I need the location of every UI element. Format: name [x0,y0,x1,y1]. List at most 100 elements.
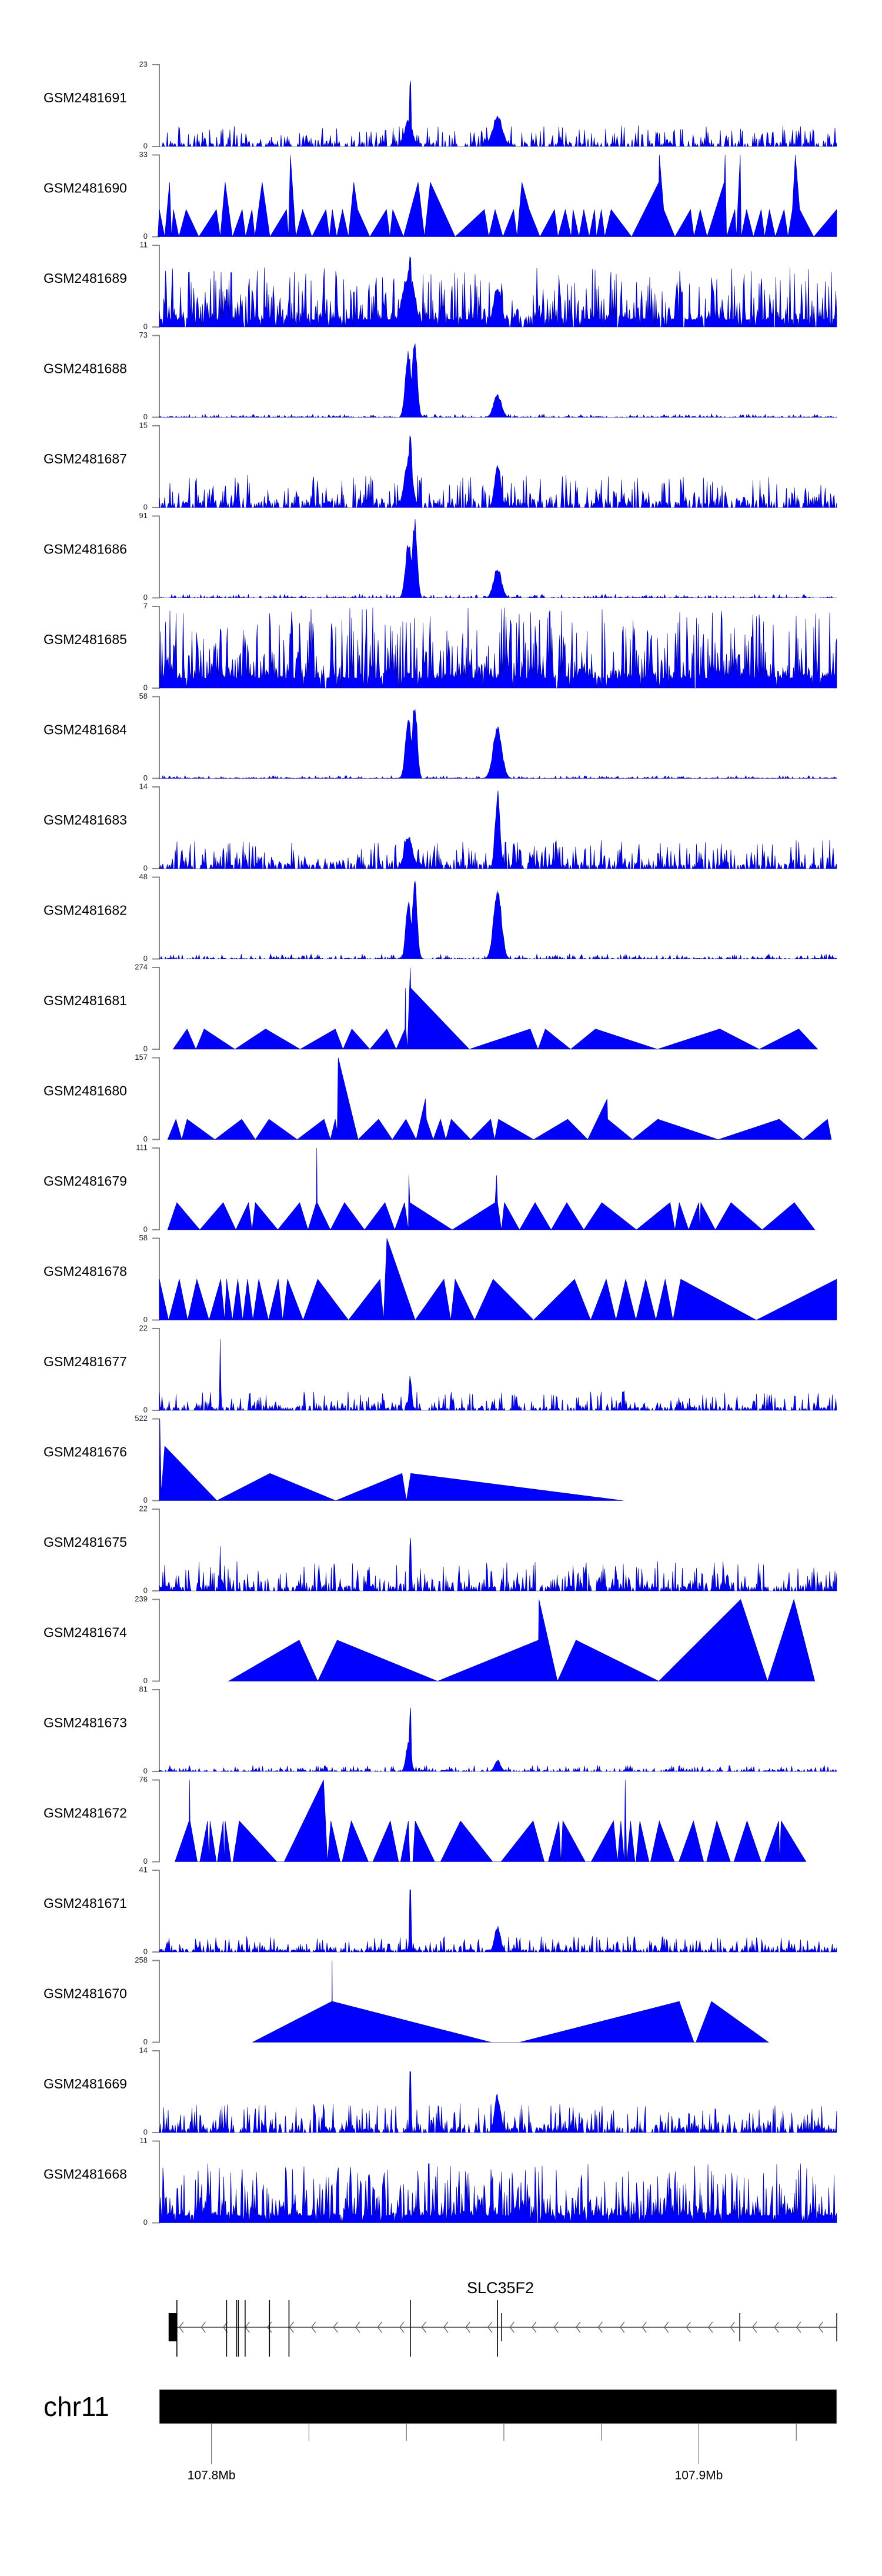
signal-area [159,790,837,869]
signal-area [159,435,837,508]
signal-area [159,709,837,779]
y-axis [152,1237,160,1321]
y-axis [152,1689,160,1772]
track-label: GSM2481686 [44,542,127,557]
y-zero-label: 0 [143,593,148,602]
y-max-label: 11 [140,240,148,249]
signal-area [172,967,818,1050]
strand-chevron-icon [532,2321,537,2333]
track-label: GSM2481678 [44,1264,127,1279]
track-GSM2481690: GSM2481690 33 0 [44,150,837,241]
y-max-label: 22 [139,1323,148,1332]
track-label: GSM2481669 [44,2076,127,2091]
y-max-label: 58 [139,1233,148,1242]
y-zero-label: 0 [143,322,148,331]
y-axis [152,1870,160,1953]
y-max-label: 76 [139,1775,148,1784]
strand-chevron-icon [311,2321,316,2333]
y-axis [152,786,160,869]
track-GSM2481687: GSM2481687 15 0 [44,421,837,511]
y-max-label: 522 [135,1414,148,1423]
track-label: GSM2481685 [44,632,127,647]
track-GSM2481682: GSM2481682 48 0 [44,872,837,963]
y-zero-label: 0 [143,773,148,782]
signal-area [159,2071,837,2133]
tick-label: 107.9Mb [675,2469,723,2482]
y-axis [152,1057,160,1140]
track-label: GSM2481679 [44,1173,127,1189]
strand-chevron-icon [267,2321,272,2333]
strand-chevron-icon [576,2321,581,2333]
y-max-label: 15 [139,421,148,429]
y-zero-label: 0 [143,232,148,241]
signal-area [159,1419,624,1501]
y-max-label: 14 [139,782,148,790]
y-axis [152,245,160,328]
y-axis [152,967,160,1050]
strand-chevron-icon [509,2321,514,2333]
track-GSM2481689: GSM2481689 11 0 [44,240,837,331]
strand-chevron-icon [796,2321,801,2333]
signal-area [159,519,837,599]
strand-chevron-icon [620,2321,625,2333]
strand-chevron-icon [642,2321,647,2333]
chromosome-bar [159,2389,837,2424]
track-GSM2481686: GSM2481686 91 0 [44,511,837,602]
signal-area [159,2163,837,2223]
y-axis [152,2140,160,2224]
track-label: GSM2481689 [44,271,127,286]
y-max-label: 48 [139,872,148,881]
y-axis [152,2050,160,2133]
signal-area [159,607,837,689]
track-label: GSM2481683 [44,812,127,827]
strand-chevron-icon [377,2321,382,2333]
y-zero-label: 0 [143,1134,148,1143]
track-label: GSM2481675 [44,1534,127,1550]
strand-chevron-icon [818,2321,823,2333]
track-GSM2481677: GSM2481677 22 0 [44,1323,837,1414]
y-max-label: 7 [143,601,148,610]
track-label: GSM2481671 [44,1896,127,1911]
y-axis [152,876,160,960]
y-max-label: 58 [139,692,148,700]
track-GSM2481680: GSM2481680 157 0 [44,1053,832,1143]
y-zero-label: 0 [143,2127,148,2136]
signal-area [159,81,837,148]
y-zero-label: 0 [143,1405,148,1414]
track-label: GSM2481670 [44,1986,127,2001]
track-label: GSM2481691 [44,90,127,105]
track-label: GSM2481677 [44,1354,127,1369]
chromosome-axis: chr11 107.8Mb 107.9Mb [44,2389,837,2482]
strand-chevron-icon [686,2321,691,2333]
track-label: GSM2481690 [44,181,127,196]
y-max-label: 73 [139,331,148,339]
track-GSM2481675: GSM2481675 22 0 [44,1504,837,1594]
track-label: GSM2481688 [44,361,127,376]
strand-chevron-icon [465,2321,470,2333]
strand-chevron-icon [774,2321,779,2333]
signal-area [175,1780,807,1862]
tick-label: 107.8Mb [188,2469,236,2482]
y-zero-label: 0 [143,141,148,150]
chromosome-label: chr11 [44,2391,109,2422]
strand-chevron-icon [355,2321,360,2333]
track-GSM2481691: GSM2481691 23 0 [44,59,837,150]
track-label: GSM2481681 [44,993,127,1008]
track-GSM2481676: GSM2481676 522 0 [44,1414,624,1504]
track-GSM2481688: GSM2481688 73 0 [44,331,837,421]
y-zero-label: 0 [143,683,148,692]
track-GSM2481668: GSM2481668 11 0 [44,2136,837,2227]
gene-track: SLC35F2 [168,2279,837,2357]
track-label: GSM2481682 [44,903,127,918]
track-label: GSM2481673 [44,1715,127,1730]
y-max-label: 274 [135,962,148,971]
y-axis [152,154,160,238]
signal-area [159,880,837,960]
y-axis [152,696,160,779]
strand-chevron-icon [597,2321,603,2333]
y-zero-label: 0 [143,1857,148,1866]
signal-area [159,1538,837,1591]
y-axis [152,1599,160,1682]
strand-chevron-icon [730,2321,735,2333]
track-label: GSM2481674 [44,1625,127,1640]
